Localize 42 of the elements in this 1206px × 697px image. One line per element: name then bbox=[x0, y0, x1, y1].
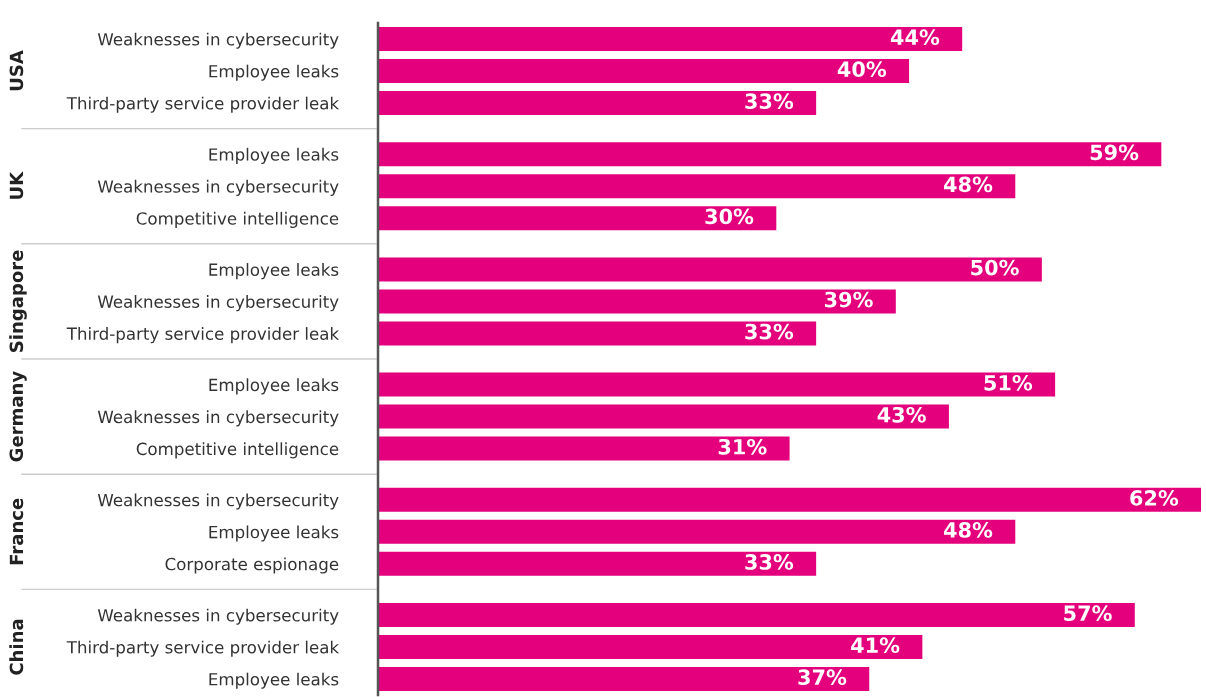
data-label: 59% bbox=[1090, 144, 1139, 161]
y-tick-label: Weaknesses in cybersecurity bbox=[97, 179, 339, 196]
data-label: 31% bbox=[718, 438, 767, 455]
text: UK bbox=[9, 171, 24, 199]
text: France bbox=[9, 498, 24, 565]
data-label: 37% bbox=[798, 669, 847, 686]
data-label: 48% bbox=[944, 522, 993, 538]
y-tick-label: Employee leaks bbox=[209, 147, 339, 164]
data-label: 33% bbox=[745, 93, 794, 110]
data-label: 57% bbox=[1064, 605, 1112, 622]
data-label: 43% bbox=[877, 406, 926, 423]
data-label: 39% bbox=[824, 291, 873, 308]
y-tick-label: Competitive intelligence bbox=[136, 442, 339, 459]
data-label: 50% bbox=[971, 259, 1019, 276]
data-label: 30% bbox=[705, 208, 754, 225]
y-tick-label: Employee leaks bbox=[209, 525, 339, 542]
data-label: 40% bbox=[837, 61, 887, 78]
y-tick-label: Corporate espionage bbox=[165, 557, 339, 574]
y-tick-label: Third-party service provider leak bbox=[66, 96, 340, 113]
data-label: 33% bbox=[745, 323, 794, 340]
text: China bbox=[9, 619, 24, 675]
y-tick-label: Employee leaks bbox=[209, 263, 339, 280]
data-label: 44% bbox=[890, 29, 940, 46]
text: Singapore bbox=[9, 250, 27, 352]
y-tick-label: Employee leaks bbox=[209, 672, 339, 689]
y-tick-label: Third-party service provider leak bbox=[66, 327, 340, 344]
y-tick-label: Third-party service provider leak bbox=[66, 640, 340, 657]
y-tick-label: Weaknesses in cybersecurity bbox=[97, 295, 339, 312]
data-label: 48% bbox=[944, 176, 993, 193]
text: Germany bbox=[9, 371, 27, 462]
y-tick-label: Weaknesses in cybersecurity bbox=[97, 608, 339, 625]
data-label: 62% bbox=[1130, 490, 1179, 506]
y-tick-label: Competitive intelligence bbox=[136, 211, 339, 228]
y-tick-label: Weaknesses in cybersecurity bbox=[97, 32, 339, 49]
data-label: 51% bbox=[984, 374, 1033, 391]
data-label: 33% bbox=[745, 554, 794, 570]
y-tick-label: Employee leaks bbox=[209, 378, 339, 395]
text: USA bbox=[9, 50, 24, 91]
data-label: 41% bbox=[851, 637, 900, 654]
y-tick-label: Employee leaks bbox=[209, 64, 339, 81]
y-tick-label: Weaknesses in cybersecurity bbox=[97, 493, 339, 510]
y-tick-label: Weaknesses in cybersecurity bbox=[97, 410, 339, 427]
